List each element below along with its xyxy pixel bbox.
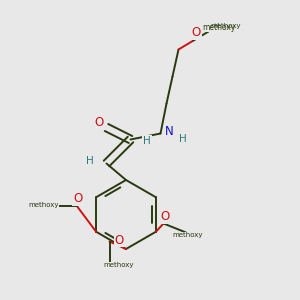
Text: N: N [164,125,173,139]
Text: O: O [94,116,103,129]
Text: H: H [179,134,187,144]
Text: methoxy: methoxy [28,202,59,208]
Text: methoxy: methoxy [210,23,241,29]
Text: methoxy: methoxy [202,22,236,32]
Text: O: O [160,210,169,224]
Text: methoxy: methoxy [172,232,203,238]
Text: O: O [74,192,82,206]
Text: H: H [143,136,151,146]
Text: O: O [115,233,124,247]
Text: O: O [192,26,201,40]
Text: methoxy: methoxy [104,262,134,268]
Text: H: H [86,155,94,166]
